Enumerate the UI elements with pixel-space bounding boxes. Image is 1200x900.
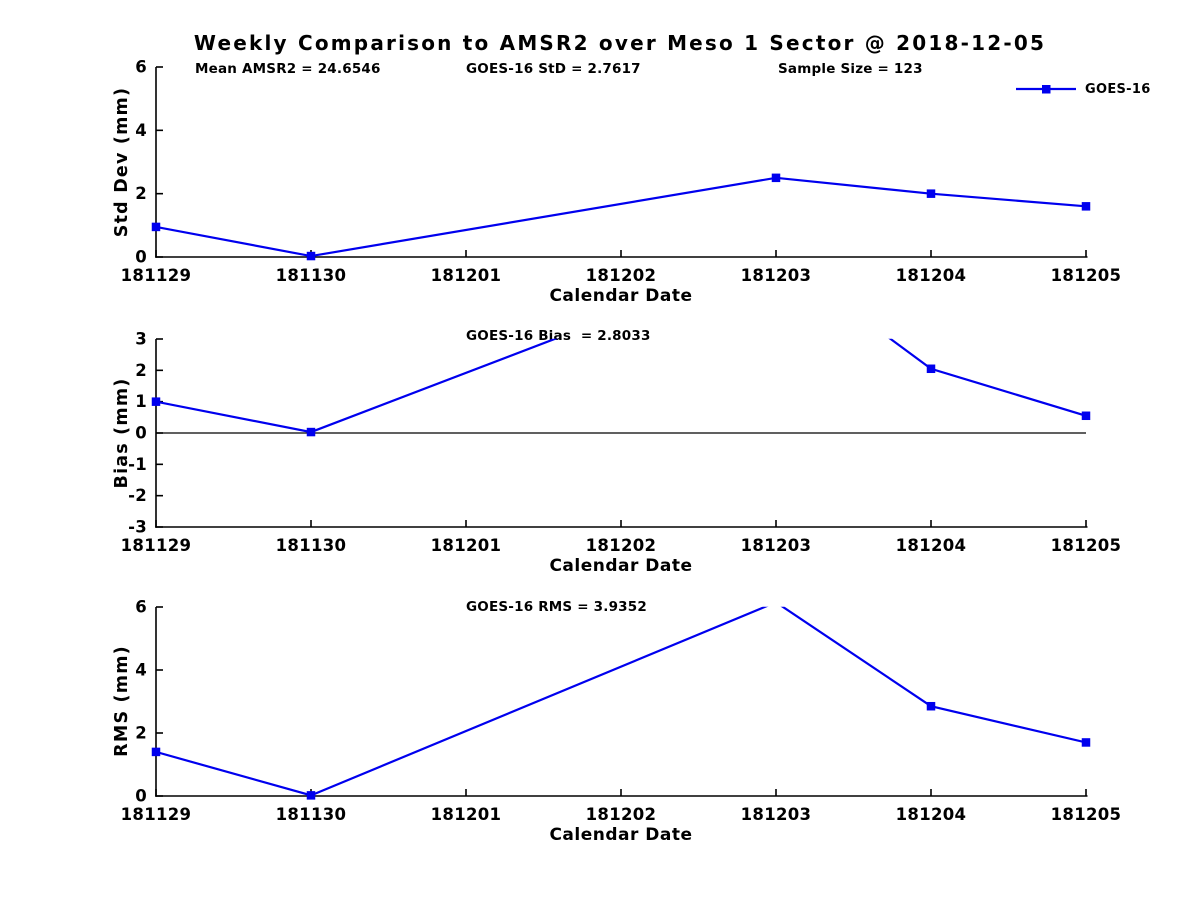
data-point-marker: [151, 747, 161, 757]
annotation-sample-size: Sample Size = 123: [778, 61, 923, 77]
series-line-goes-16: [156, 606, 1086, 797]
y-tick-label: 4: [135, 121, 147, 140]
x-tick-label: 181204: [896, 536, 967, 555]
x-tick-label: 181204: [896, 805, 967, 824]
xlabel-calendar-date-3: Calendar Date: [549, 825, 693, 845]
data-point-marker: [151, 397, 161, 406]
data-point-marker: [926, 701, 936, 711]
xlabel-calendar-date-1: Calendar Date: [549, 286, 693, 306]
y-tick-label: 0: [135, 787, 147, 806]
figure-title: Weekly Comparison to AMSR2 over Meso 1 S…: [193, 31, 1047, 55]
subplot-3: 181129 181130 181201 181202 181203 181204 1812…: [121, 598, 1122, 825]
annotation-goes16-std: GOES-16 StD = 2.7617: [466, 61, 641, 77]
x-tick-label: 181205: [1051, 805, 1122, 824]
series-line-goes-16: [156, 338, 1086, 434]
x-tick-label: 181129: [121, 536, 192, 555]
x-tick-label: 181205: [1051, 266, 1122, 285]
y-tick-label: 2: [135, 361, 147, 380]
data-point-marker: [771, 173, 781, 183]
y-tick-label: -3: [128, 518, 147, 537]
x-tick-label: 181201: [431, 536, 502, 555]
xlabel-calendar-date-2: Calendar Date: [549, 556, 693, 576]
y-tick-label: 3: [135, 330, 147, 349]
y-tick-label: 2: [135, 724, 147, 743]
y-tick-label: 0: [135, 424, 147, 443]
x-tick-label: 181201: [431, 266, 502, 285]
x-tick-label: 181130: [276, 805, 347, 824]
data-point-marker: [151, 222, 161, 232]
x-tick-label: 181203: [741, 805, 812, 824]
annotation-goes16-rms: GOES-16 RMS = 3.9352: [466, 599, 647, 615]
y-tick-label: 6: [135, 598, 147, 617]
annotation-mean-amsr2: Mean AMSR2 = 24.6546: [195, 61, 381, 77]
legend-label: GOES-16: [1085, 81, 1151, 97]
y-tick-label: -1: [128, 455, 147, 474]
annotation-goes16-bias: GOES-16 Bias = 2.8033: [466, 328, 651, 344]
subplot-2: 181129 181130 181201 181202 181203 181204 1812…: [121, 330, 1122, 556]
series-line-goes-16: [156, 176, 1086, 258]
x-tick-label: 181203: [741, 266, 812, 285]
y-tick-label: -2: [128, 486, 147, 505]
x-tick-label: 181202: [586, 805, 657, 824]
data-point-marker: [306, 427, 316, 437]
data-point-marker: [1081, 202, 1091, 211]
data-point-marker: [926, 189, 936, 198]
x-tick-label: 181130: [276, 266, 347, 285]
data-point-marker: [306, 251, 316, 261]
x-tick-label: 181201: [431, 805, 502, 824]
data-point-marker: [1081, 738, 1091, 747]
y-tick-label: 0: [135, 248, 147, 267]
data-point-marker: [306, 791, 316, 800]
x-tick-label: 181205: [1051, 536, 1122, 555]
x-tick-label: 181202: [586, 266, 657, 285]
legend-line-sample: [1016, 85, 1076, 94]
legend: GOES-16: [1015, 81, 1151, 97]
x-tick-label: 181203: [741, 536, 812, 555]
data-point-marker: [926, 364, 936, 374]
x-tick-label: 181130: [276, 536, 347, 555]
y-tick-label: 4: [135, 661, 147, 680]
y-tick-label: 1: [135, 392, 147, 411]
x-tick-label: 181202: [586, 536, 657, 555]
subplot-1: 181129 181130 181201 181202 181203 181204 1812…: [121, 58, 1122, 286]
x-tick-label: 181204: [896, 266, 967, 285]
x-tick-label: 181129: [121, 266, 192, 285]
x-tick-label: 181129: [121, 805, 192, 824]
data-point-marker: [1081, 411, 1091, 421]
y-tick-label: 6: [135, 58, 147, 77]
y-tick-label: 2: [135, 184, 147, 203]
legend-marker-icon: [1042, 85, 1051, 94]
